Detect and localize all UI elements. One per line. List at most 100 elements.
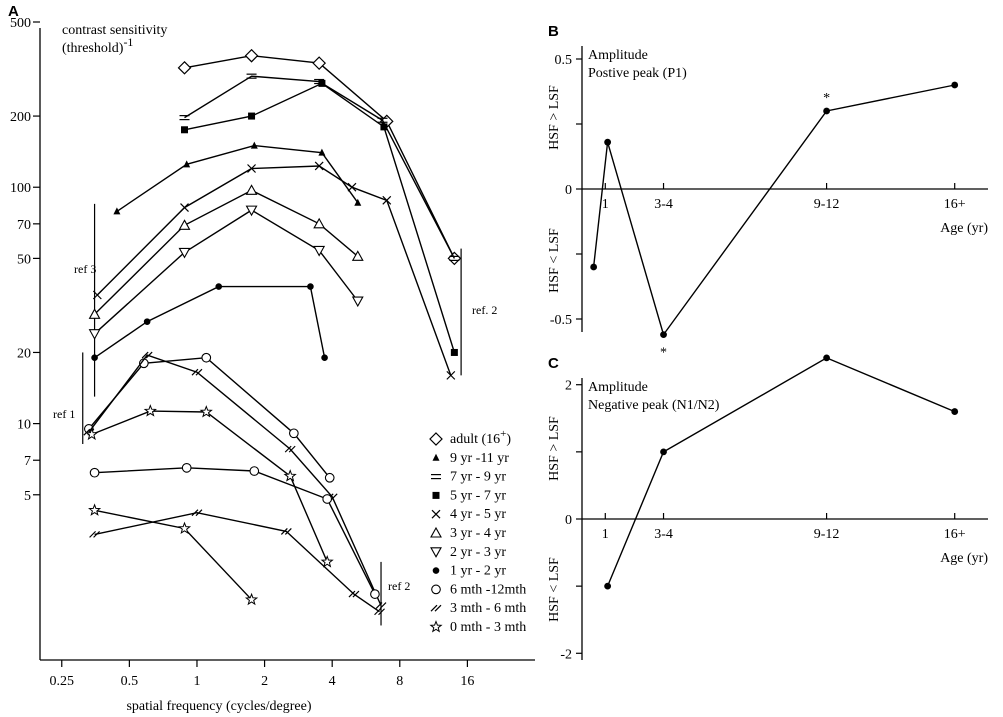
- x-tick-label: 1: [602, 527, 609, 542]
- legend-label: 6 mth -12mth: [450, 582, 526, 597]
- data-point: [374, 608, 385, 616]
- x-stroke: [446, 370, 456, 380]
- data-point: [375, 602, 387, 609]
- legend-label-sup: +: [500, 428, 506, 440]
- series-11: [89, 462, 380, 599]
- y-tick-label: 0: [565, 513, 572, 528]
- data-point: [178, 219, 191, 230]
- data-point: [322, 494, 333, 504]
- ref-label: ref 2: [388, 579, 410, 593]
- data-point: [823, 354, 830, 362]
- data-point: [370, 589, 380, 599]
- data-point: [449, 255, 460, 261]
- data-point: [604, 138, 612, 146]
- data-point: [321, 354, 328, 362]
- legend-item: 6 mth -12mth: [431, 582, 526, 597]
- series-3: [181, 79, 458, 356]
- legend-label: 9 yr -11 yr: [450, 451, 509, 466]
- data-point: [191, 368, 203, 376]
- slash-stroke: [348, 590, 356, 598]
- slash-stroke: [195, 368, 203, 376]
- y-tick-label: -2: [560, 647, 572, 662]
- data-point: [244, 48, 259, 63]
- y-tick-label: 100: [10, 181, 31, 196]
- x-axis-title: spatial frequency (cycles/degree): [126, 699, 311, 714]
- slash-stroke: [379, 602, 387, 609]
- legend-item: 3 yr - 4 yr: [430, 526, 506, 541]
- series-line: [94, 285, 326, 359]
- data-point: [181, 126, 189, 134]
- series-1: [113, 141, 362, 215]
- data-point: [88, 308, 101, 319]
- x-tick-label: 16+: [944, 197, 966, 212]
- data-point: [288, 428, 299, 439]
- x-tick-label: 8: [396, 674, 403, 689]
- slash-stroke: [352, 590, 360, 598]
- x-axis-title: Age (yr): [940, 221, 988, 236]
- legend-label: 1 yr - 2 yr: [450, 564, 506, 579]
- y-tick-label: 70: [17, 218, 31, 233]
- series-line: [88, 356, 331, 479]
- series-line: [88, 354, 382, 606]
- series-line: [606, 357, 955, 587]
- slash-stroke: [284, 445, 292, 453]
- legend-marker: [429, 620, 443, 633]
- x-stroke: [431, 509, 441, 519]
- legend-item: adult (16+): [429, 428, 511, 447]
- data-point: [280, 527, 292, 535]
- x-tick-label: 16: [460, 674, 474, 689]
- series-line: [592, 84, 955, 337]
- data-point: [313, 217, 326, 229]
- panel-a: A 5 7 10 20 50 70 100 200 500 0.25 0.5 1 2 4 8 16 spatial…: [8, 3, 535, 714]
- y-tick-label: 10: [17, 418, 31, 433]
- data-point: [247, 164, 256, 173]
- y-label-bottom: HSF < LSF: [547, 557, 562, 622]
- data-point: [201, 352, 212, 363]
- data-point: [143, 318, 151, 325]
- data-point: [113, 207, 121, 215]
- legend-label: 3 mth - 6 mth: [450, 601, 526, 616]
- slash-stroke: [195, 509, 203, 517]
- x-tick-label: 3-4: [654, 197, 673, 212]
- data-point: [215, 283, 223, 290]
- data-point: [823, 107, 830, 115]
- x-tick-label: 0.5: [121, 674, 139, 689]
- data-point: [324, 472, 335, 483]
- legend-marker: [432, 567, 440, 574]
- series-4: [92, 161, 456, 380]
- data-point: [180, 203, 189, 213]
- legend-item: 3 mth - 6 mth: [430, 601, 526, 616]
- panel-b-label: B: [548, 23, 559, 40]
- slash-stroke: [284, 527, 292, 535]
- data-point: [951, 408, 959, 415]
- legend-marker: [432, 453, 440, 461]
- data-point: [284, 445, 296, 453]
- legend-label: 2 yr - 3 yr: [450, 545, 506, 560]
- series-13: [88, 503, 259, 606]
- legend-marker: [429, 432, 443, 446]
- y-tick-label: 5: [24, 489, 31, 504]
- panel-title-line2: Postive peak (P1): [588, 66, 687, 81]
- panel-c: C -2 0 2 1 3-4 9-12 16+ Age (yr) Amplitude Negativ…: [547, 354, 988, 662]
- x-tick-label: 1: [602, 197, 609, 212]
- significance-marker: *: [660, 346, 667, 361]
- data-point: [245, 205, 258, 217]
- legend-label: 7 yr - 9 yr: [450, 470, 506, 485]
- data-point: [245, 184, 258, 195]
- significance-marker: *: [823, 91, 830, 106]
- legend-label: 3 yr - 4 yr: [450, 526, 506, 541]
- data-point: [590, 263, 598, 271]
- slash-stroke: [191, 509, 199, 517]
- series-12: [89, 509, 385, 616]
- data-point: [89, 467, 100, 478]
- x-stroke: [92, 290, 102, 300]
- data-point: [178, 247, 191, 259]
- series-line: [184, 75, 456, 259]
- y-label-top: HSF > LSF: [547, 416, 562, 481]
- x-tick-label: 1: [193, 674, 200, 689]
- data-point: [199, 405, 213, 418]
- data-point: [283, 469, 297, 482]
- slash-stroke: [375, 602, 383, 609]
- legend-label: 5 yr - 7 yr: [450, 488, 506, 503]
- y-label-bottom: HSF < LSF: [547, 228, 562, 293]
